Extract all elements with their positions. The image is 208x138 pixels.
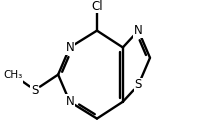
- Text: N: N: [134, 24, 143, 37]
- Text: S: S: [31, 84, 38, 97]
- Text: Cl: Cl: [91, 0, 103, 13]
- Text: N: N: [65, 95, 74, 108]
- Text: S: S: [135, 79, 142, 91]
- Text: N: N: [65, 41, 74, 54]
- Text: CH₃: CH₃: [3, 70, 22, 80]
